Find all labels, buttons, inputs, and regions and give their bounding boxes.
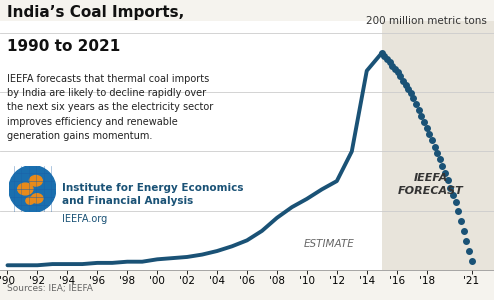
Ellipse shape: [18, 183, 33, 195]
Text: IEEFA.org: IEEFA.org: [62, 214, 107, 224]
Ellipse shape: [30, 176, 42, 186]
Bar: [382, 21, 494, 270]
Ellipse shape: [31, 194, 43, 203]
Text: IEEFA forecasts that thermal coal imports
by India are likely to decline rapidly: IEEFA forecasts that thermal coal import…: [7, 74, 214, 141]
Text: ESTIMATE: ESTIMATE: [304, 239, 355, 249]
Text: Institute for Energy Economics
and Financial Analysis: Institute for Energy Economics and Finan…: [62, 183, 243, 206]
Circle shape: [9, 166, 56, 212]
Text: IEEFA
FORECAST: IEEFA FORECAST: [398, 173, 464, 196]
Ellipse shape: [26, 197, 34, 204]
Text: 1990 to 2021: 1990 to 2021: [7, 39, 121, 54]
Text: India’s Coal Imports,: India’s Coal Imports,: [7, 4, 185, 20]
Text: Sources: IEA; IEEFA: Sources: IEA; IEEFA: [7, 284, 93, 292]
Text: 200 million metric tons: 200 million metric tons: [366, 16, 487, 26]
